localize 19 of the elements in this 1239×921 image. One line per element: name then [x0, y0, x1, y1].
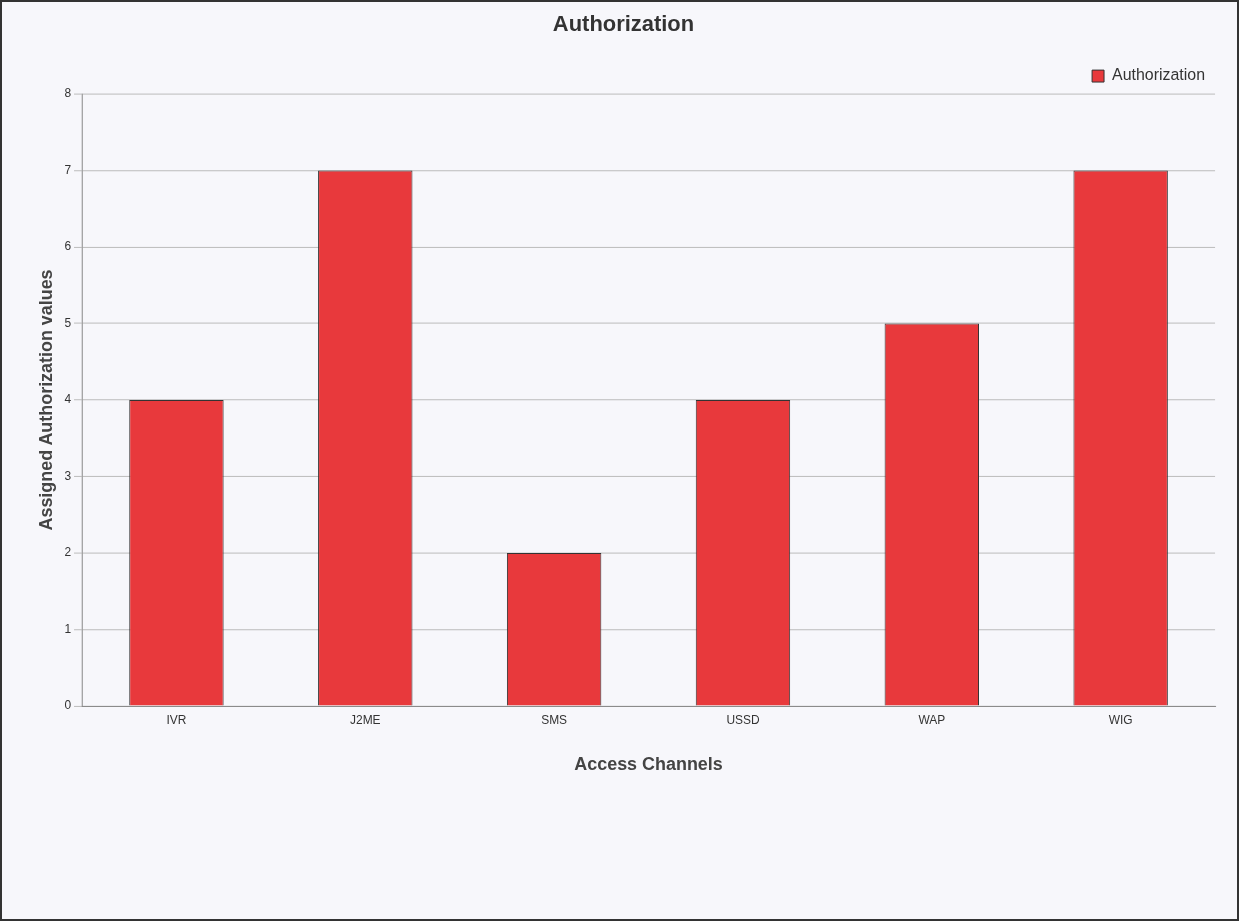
x-tick-label: USSD — [726, 713, 760, 728]
chart-title: Authorization — [552, 11, 695, 37]
x-tick-label: IVR — [166, 713, 187, 728]
y-tick-label: 1 — [64, 621, 72, 636]
y-tick-label: 4 — [64, 392, 72, 407]
y-tick-label: 2 — [64, 545, 72, 560]
x-tick-label: SMS — [541, 713, 568, 728]
y-tick-label: 5 — [64, 315, 72, 330]
y-tick-label: 3 — [64, 468, 72, 483]
y-tick-label: 6 — [64, 239, 72, 254]
x-tick-label: WAP — [918, 713, 946, 728]
y-tick-label: 0 — [64, 698, 72, 713]
y-tick-label: 7 — [64, 162, 72, 177]
y-axis-title: Assigned Authorization values — [35, 269, 56, 531]
y-tick-label: 8 — [64, 86, 72, 101]
x-tick-label: WIG — [1108, 713, 1133, 728]
x-axis-title: Access Channels — [574, 753, 723, 774]
legend-label: Authorization — [1112, 66, 1205, 84]
x-tick-label: J2ME — [350, 713, 381, 728]
